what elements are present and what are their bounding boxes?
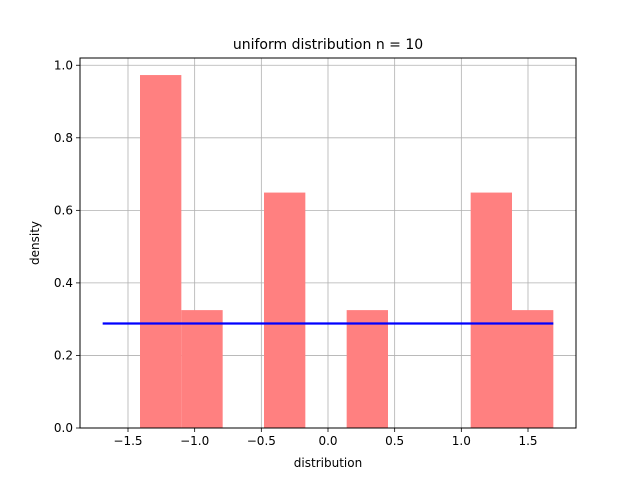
- x-tick-label: −1.5: [113, 434, 142, 448]
- histogram-bar: [512, 310, 554, 428]
- histogram-bars: [140, 75, 554, 429]
- x-tick-label: 0.5: [385, 434, 404, 448]
- histogram-bar: [470, 192, 512, 428]
- histogram-bar: [264, 192, 306, 428]
- histogram-bar: [346, 310, 388, 428]
- x-tick-label: 1.0: [452, 434, 471, 448]
- y-tick-label: 0.8: [54, 131, 73, 145]
- histogram-bar: [140, 75, 182, 429]
- y-tick-label: 0.6: [54, 203, 73, 217]
- histogram-bar: [181, 310, 223, 428]
- x-axis: −1.5 −1.0 −0.5 0.0 0.5 1.0 1.5: [113, 428, 538, 448]
- x-tick-label: 0.0: [318, 434, 337, 448]
- x-tick-label: −0.5: [247, 434, 276, 448]
- y-axis-label: density: [28, 221, 42, 265]
- y-axis: 0.0 0.2 0.4 0.6 0.8 1.0: [54, 58, 80, 435]
- y-tick-label: 0.4: [54, 276, 73, 290]
- y-tick-label: 0.2: [54, 348, 73, 362]
- y-tick-label: 1.0: [54, 58, 73, 72]
- x-tick-label: 1.5: [518, 434, 537, 448]
- chart-title: uniform distribution n = 10: [233, 37, 423, 53]
- y-tick-label: 0.0: [54, 421, 73, 435]
- x-axis-label: distribution: [294, 456, 362, 470]
- x-tick-label: −1.0: [180, 434, 209, 448]
